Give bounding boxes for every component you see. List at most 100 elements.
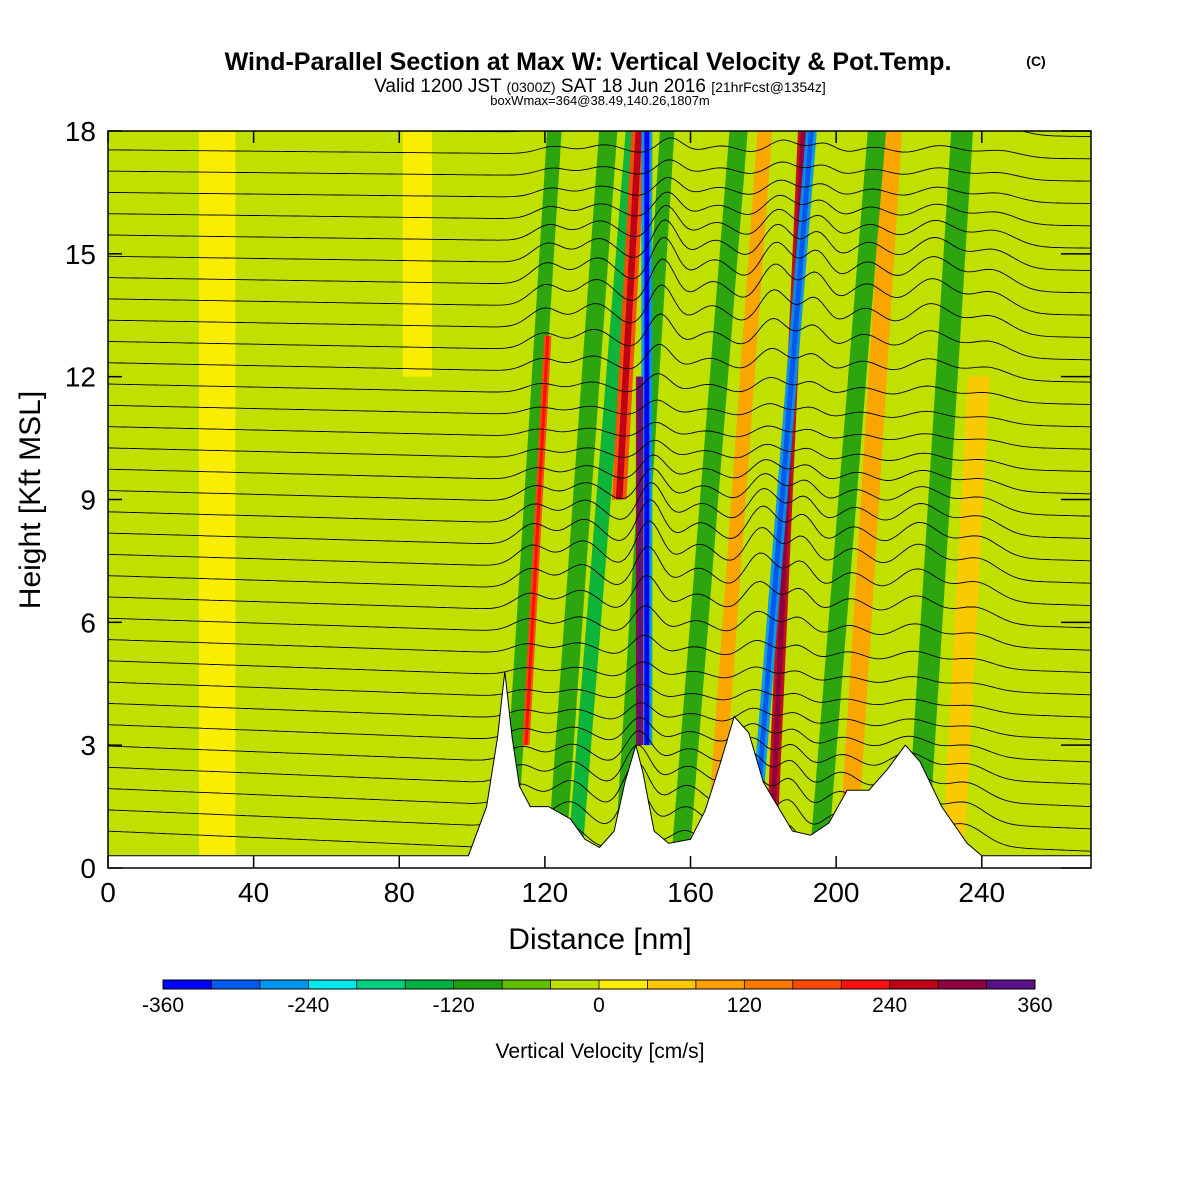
isentrope-line (108, 717, 1091, 763)
isentrope-line (108, 159, 1091, 182)
velocity-core (615, 131, 643, 500)
y-tick-label: 18 (65, 116, 96, 147)
colorbar-tick-label: 360 (1017, 994, 1052, 1017)
colorbar-swatch (163, 980, 212, 989)
isentrope-line (108, 176, 1091, 204)
chart-title: Wind-Parallel Section at Max W: Vertical… (225, 48, 952, 76)
colorbar-swatch (599, 980, 648, 989)
velocity-band (501, 131, 562, 868)
isentrope-line (108, 660, 1091, 696)
y-tick-label: 9 (80, 485, 96, 516)
velocity-core (753, 131, 814, 828)
velocity-band (402, 131, 433, 377)
x-tick-label: 120 (522, 877, 569, 908)
y-tick-label: 15 (65, 239, 96, 270)
isentrope-line (108, 482, 1091, 539)
colorbar-swatch (986, 980, 1036, 989)
isentrope-line (108, 499, 1091, 562)
colorbar-ticks: -360 -240 -120 0 120 240 360 (142, 994, 1053, 1017)
isentrope-line (108, 681, 1091, 718)
y-axis-ticks: 0 3 6 9 12 15 18 (65, 116, 1091, 884)
colorbar-frame (162, 979, 1036, 990)
x-tick-label: 80 (384, 877, 415, 908)
isentrope-line (108, 421, 1091, 450)
isentrope-line (108, 313, 1091, 361)
isentrope-line (108, 219, 1091, 271)
velocity-band (199, 131, 236, 868)
y-tick-label: 6 (80, 607, 96, 638)
colorbar-label: Vertical Velocity [cm/s] (496, 1040, 705, 1063)
colorbar-tick-label: -240 (287, 994, 329, 1017)
chart-subtitle: Valid 1200 JST (0300Z) SAT 18 Jun 2016 [… (374, 76, 826, 97)
isentrope-line (108, 137, 1091, 160)
x-axis-label: Distance [nm] (508, 923, 691, 956)
velocity-band (670, 131, 748, 868)
colorbar-swatch (792, 980, 842, 989)
velocity-band (705, 131, 773, 868)
colorbar-tick-label: -360 (142, 994, 184, 1017)
isentrope-line (108, 605, 1091, 651)
isentrope-line (108, 236, 1091, 294)
valid-fcst: [21hrFcst@1354z] (711, 79, 826, 95)
isentrope-line (108, 468, 1091, 517)
isentrope-line (108, 702, 1091, 740)
isentrope-line (108, 373, 1091, 405)
box-info: boxWmax=364@38.49,140.26,1807m (490, 93, 710, 108)
colorbar-swatch (356, 980, 406, 989)
colorbar-swatch (550, 980, 600, 989)
isentrope-line (108, 343, 1091, 383)
colorbar-swatch (502, 980, 552, 989)
colorbar-swatch (308, 980, 358, 989)
colorbar-tick-label: 240 (872, 994, 907, 1017)
colorbar-swatch (405, 980, 455, 989)
colorbar (162, 979, 1036, 990)
x-tick-label: 200 (813, 877, 860, 908)
colorbar-swatch (938, 980, 988, 989)
isentrope-line (108, 546, 1091, 606)
isentrope-line (108, 454, 1091, 495)
velocity-core (524, 335, 550, 746)
colorbar-swatch (453, 980, 503, 989)
isentrope-line (108, 439, 1091, 472)
colorbar-tick-label: 120 (727, 994, 762, 1017)
x-tick-label: 40 (238, 877, 269, 908)
y-tick-label: 12 (65, 362, 96, 393)
velocity-core (644, 131, 650, 746)
isentrope-line (108, 258, 1091, 316)
colorbar-swatch (647, 980, 697, 989)
colorbar-tick-label: -120 (433, 994, 475, 1017)
isentrope-line (108, 730, 1091, 785)
y-tick-label: 0 (80, 853, 96, 884)
valid-date: SAT 18 Jun 2016 (561, 76, 706, 97)
colorbar-tick-label: 0 (593, 994, 605, 1017)
x-tick-label: 0 (100, 877, 116, 908)
terrain-mask (108, 671, 1091, 868)
copyright-mark: (C) (1026, 53, 1045, 69)
velocity-band (546, 131, 618, 868)
x-axis-ticks: 0 40 80 120 160 200 240 (100, 131, 1005, 908)
isentrope-line (108, 191, 1091, 227)
colorbar-swatch (744, 980, 794, 989)
velocity-band (837, 131, 903, 868)
velocity-core (637, 376, 642, 746)
velocity-band (808, 131, 887, 868)
colorbar-swatch (211, 980, 261, 989)
x-tick-label: 160 (667, 877, 714, 908)
colorbar-swatch (259, 980, 309, 989)
colorbar-swatch (841, 980, 891, 989)
valid-prefix: Valid 1200 JST (374, 76, 502, 97)
valid-zone: (0300Z) (507, 79, 556, 95)
colorbar-swatch (889, 980, 939, 989)
x-tick-label: 240 (958, 877, 1005, 908)
isentrope-line (108, 520, 1091, 584)
y-tick-label: 3 (80, 730, 96, 761)
isentrope-line (108, 399, 1091, 428)
isentrope-line (108, 574, 1091, 629)
y-axis-label: Height [Kft MSL] (14, 391, 47, 609)
potential-temperature-contours (108, 131, 1091, 868)
colorbar-swatch (695, 980, 745, 989)
isentrope-line (108, 634, 1091, 673)
isentrope-line (108, 284, 1091, 338)
isentrope-line (108, 204, 1091, 249)
